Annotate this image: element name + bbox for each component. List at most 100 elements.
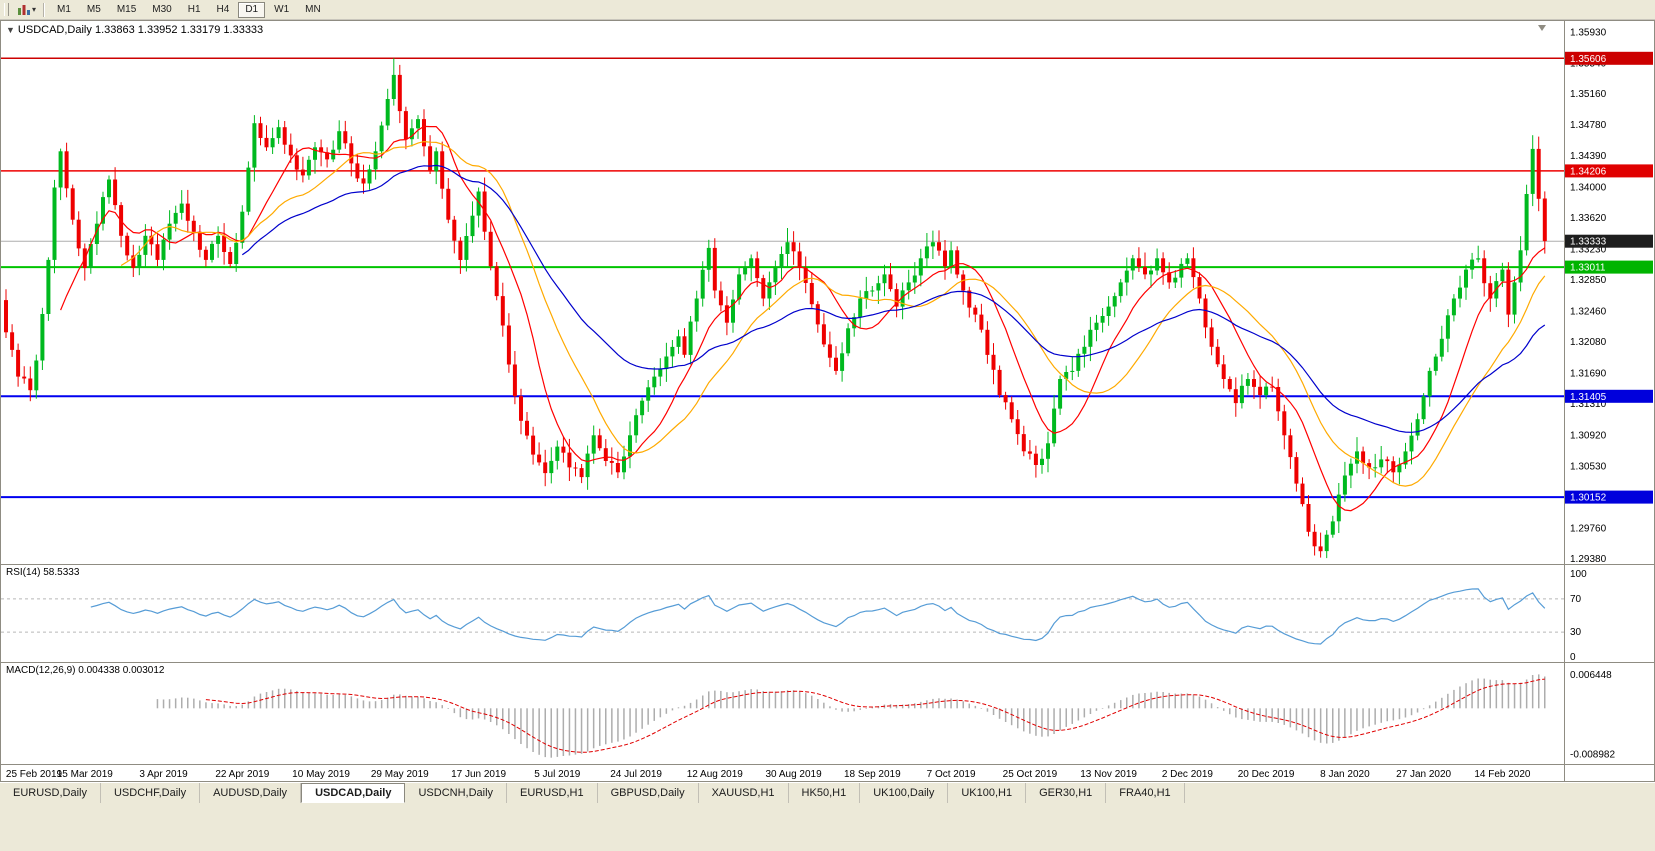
- candle-body: [779, 254, 784, 268]
- candle-body: [1149, 270, 1153, 275]
- candle-body: [422, 119, 426, 147]
- macd-histogram-bar: [1095, 708, 1098, 711]
- macd-histogram-bar: [792, 690, 795, 709]
- macd-histogram-bar: [441, 705, 443, 709]
- macd-histogram-bar: [1283, 708, 1285, 725]
- candle-body: [943, 250, 947, 267]
- macd-histogram-bar: [550, 708, 552, 758]
- price-axis-scale[interactable]: [1564, 21, 1654, 764]
- macd-histogram-bar: [1017, 708, 1019, 729]
- candle-body: [555, 446, 560, 461]
- chart-tab-audusd-daily[interactable]: AUDUSD,Daily: [200, 783, 302, 803]
- macd-histogram-bar: [823, 702, 825, 709]
- macd-histogram-bar: [1519, 682, 1522, 709]
- timeframe-button-w1[interactable]: W1: [274, 3, 290, 15]
- candle-body: [737, 274, 742, 300]
- candle-body: [252, 123, 257, 168]
- candle-body: [743, 267, 748, 275]
- candle-body: [288, 144, 293, 156]
- candle-body: [1282, 411, 1287, 436]
- moving-average-medium: [120, 140, 1546, 487]
- chart-window: 0.006448-0.0089821.359301.355401.351601.…: [0, 20, 1655, 782]
- candle-body: [40, 314, 45, 361]
- timeframe-button-m5[interactable]: M5: [86, 3, 101, 15]
- timeframe-button-d1[interactable]: D1: [238, 1, 266, 18]
- collapse-arrow-icon[interactable]: ▼: [6, 25, 15, 35]
- chart-tab-gbpusd-daily[interactable]: GBPUSD,Daily: [598, 783, 699, 803]
- chart-tab-uk100-daily[interactable]: UK100,Daily: [860, 783, 949, 803]
- macd-histogram-bar: [465, 708, 468, 720]
- candle-body: [1209, 327, 1214, 347]
- chart-tab-usdchf-daily[interactable]: USDCHF,Daily: [101, 783, 201, 803]
- candle-body: [1033, 453, 1038, 465]
- chart-tab-usdcnh-daily[interactable]: USDCNH,Daily: [405, 783, 508, 803]
- toolbar-grip[interactable]: [4, 3, 9, 16]
- timeframe-button-h4[interactable]: H4: [216, 3, 230, 15]
- price-axis-tick: 1.34780: [1570, 120, 1607, 131]
- timeframe-button-m1[interactable]: M1: [57, 3, 71, 15]
- time-axis-label: 29 May 2019: [371, 769, 429, 780]
- candle-body: [1506, 269, 1511, 315]
- chart-tab-uk100-h1[interactable]: UK100,H1: [948, 783, 1027, 803]
- price-level-badge-text: 1.35606: [1570, 54, 1607, 65]
- chart-tab-eurusd-daily[interactable]: EURUSD,Daily: [0, 783, 101, 803]
- timeframe-button-h1[interactable]: H1: [187, 3, 201, 15]
- candle-body: [755, 258, 760, 279]
- candle-body: [706, 247, 711, 270]
- candle-body: [864, 291, 869, 299]
- chart-canvas[interactable]: 0.006448-0.0089821.359301.355401.351601.…: [1, 21, 1654, 781]
- candle-body: [1403, 451, 1408, 465]
- candle-body: [1336, 494, 1341, 522]
- macd-histogram-bar: [235, 706, 237, 709]
- candle-body: [94, 223, 99, 244]
- price-level-badge: [1565, 164, 1653, 178]
- macd-histogram-bar: [374, 701, 377, 709]
- macd-histogram-bar: [229, 705, 231, 709]
- candle-body: [1094, 322, 1099, 330]
- chart-tab-hk50-h1[interactable]: HK50,H1: [789, 783, 861, 803]
- chart-tab-xauusd-h1[interactable]: XAUUSD,H1: [699, 783, 789, 803]
- macd-histogram-bar: [1441, 697, 1443, 709]
- chart-shift-marker[interactable]: [1538, 25, 1546, 31]
- macd-histogram-bar: [308, 693, 310, 709]
- macd-histogram-bar: [1507, 682, 1510, 709]
- candle-body: [173, 212, 178, 224]
- macd-histogram-bar: [568, 708, 571, 756]
- timeframe-button-m15[interactable]: M15: [116, 3, 137, 15]
- macd-histogram-bar: [786, 690, 789, 709]
- macd-histogram-bar: [344, 694, 346, 709]
- time-axis-scale[interactable]: [1, 764, 1564, 781]
- macd-histogram-bar: [726, 692, 728, 709]
- timeframe-button-m30[interactable]: M30: [152, 3, 172, 15]
- candle-body: [827, 344, 832, 358]
- rsi-axis-tick: 0: [1570, 652, 1576, 663]
- macd-histogram-bar: [708, 691, 710, 709]
- macd-histogram-bar: [556, 708, 559, 757]
- macd-histogram-bar: [223, 704, 225, 709]
- macd-histogram-bar: [1374, 708, 1376, 725]
- candle-body: [294, 155, 299, 170]
- price-axis-tick: 1.32850: [1570, 275, 1607, 286]
- macd-histogram-bar: [1186, 693, 1189, 709]
- candle-body: [143, 235, 148, 255]
- candle-body: [88, 244, 93, 268]
- chart-tab-ger30-h1[interactable]: GER30,H1: [1026, 783, 1107, 803]
- candle-body: [300, 169, 305, 176]
- candle-body: [1046, 443, 1050, 459]
- timeframe-button-mn[interactable]: MN: [305, 3, 321, 15]
- candle-body: [1415, 419, 1420, 436]
- chart-periods-button[interactable]: ▾: [14, 2, 39, 18]
- macd-histogram-bar: [1392, 708, 1395, 721]
- macd-histogram-bar: [920, 701, 922, 709]
- macd-histogram-bar: [762, 691, 764, 709]
- candle-body: [1136, 258, 1141, 267]
- macd-histogram-bar: [1235, 708, 1237, 718]
- candle-body: [470, 215, 475, 237]
- chart-tab-fra40-h1[interactable]: FRA40,H1: [1106, 783, 1185, 803]
- candle-body: [1421, 396, 1426, 420]
- macd-histogram-bar: [1362, 708, 1364, 729]
- chart-tab-eurusd-h1[interactable]: EURUSD,H1: [507, 783, 598, 803]
- macd-histogram-bar: [526, 708, 528, 749]
- candle-body: [585, 453, 590, 478]
- chart-tab-usdcad-daily[interactable]: USDCAD,Daily: [301, 783, 406, 803]
